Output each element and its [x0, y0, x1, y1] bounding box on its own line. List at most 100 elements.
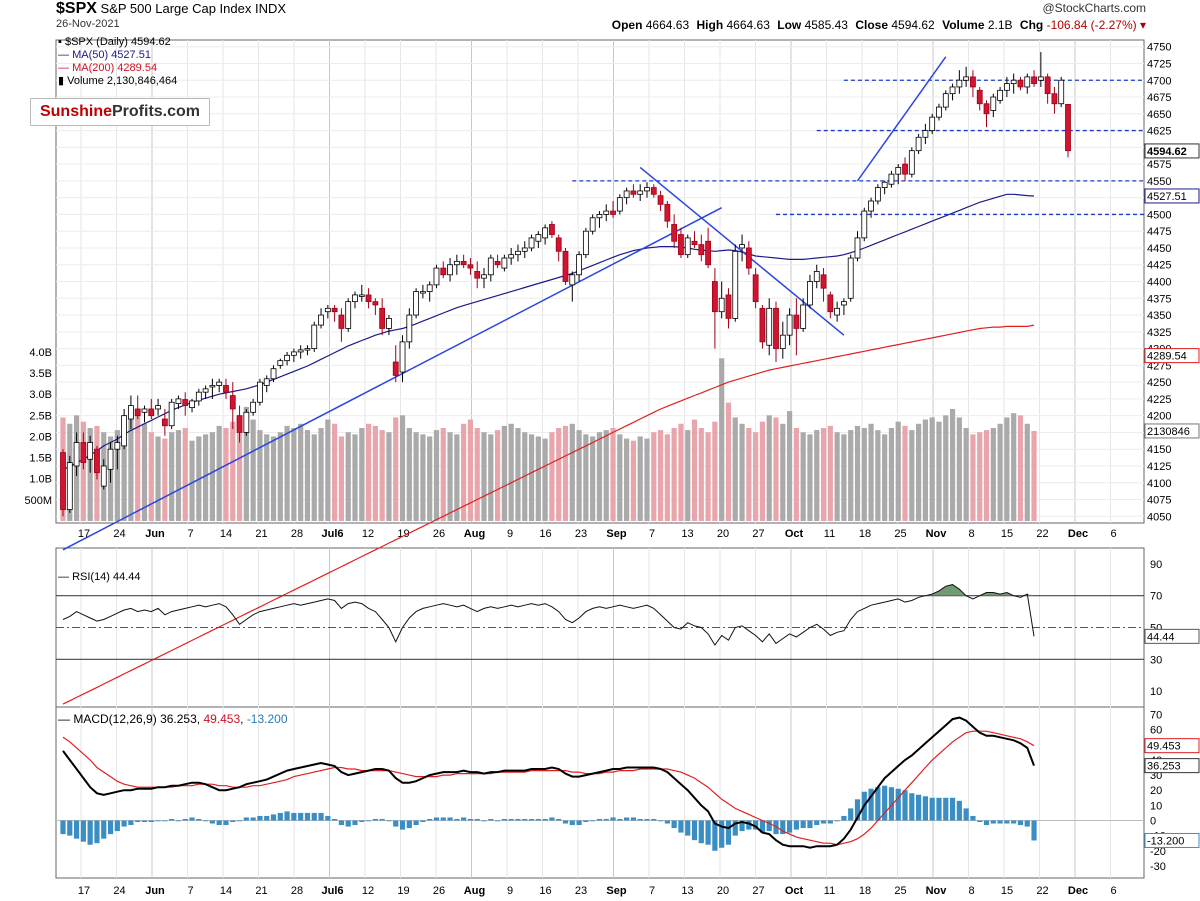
sunshine-profits-logo: SunshineProfits.com	[30, 98, 210, 126]
macd-hist-bar	[141, 820, 148, 823]
x-tick-price: 6	[1110, 528, 1116, 540]
volume-bar	[528, 434, 535, 521]
candle-body	[963, 76, 970, 81]
volume-bar	[834, 432, 840, 521]
x-tick-macd: 28	[291, 885, 303, 897]
candle	[603, 204, 610, 222]
candle	[304, 345, 311, 356]
volume-bar	[135, 411, 141, 521]
x-tick-macd: 23	[575, 885, 587, 897]
volume-bar	[494, 430, 501, 521]
candle-body	[739, 244, 745, 249]
x-tick-price: 16	[539, 528, 551, 540]
macd-hist-bar	[515, 818, 521, 821]
candle	[766, 298, 773, 356]
candle	[1024, 73, 1031, 94]
candle	[460, 254, 467, 269]
candle-body	[555, 237, 562, 252]
macd-tick-label: 0	[1150, 815, 1156, 827]
macd-hist-bar	[583, 820, 589, 823]
macd-hist-bar	[888, 787, 895, 821]
candle-body	[419, 291, 426, 294]
candle	[874, 184, 881, 205]
candle-body	[847, 257, 854, 299]
candle-body	[501, 257, 508, 269]
volume-bar	[569, 423, 575, 521]
candle	[318, 308, 324, 329]
x-tick-price: 23	[575, 528, 587, 540]
volume-bar	[311, 434, 317, 521]
volume-bar	[902, 425, 908, 521]
candle-body	[494, 260, 501, 266]
macd-hist-bar	[644, 818, 650, 821]
macd-hist-bar	[250, 817, 256, 821]
candle	[175, 395, 182, 409]
open-label: Open	[611, 18, 643, 32]
candle	[243, 408, 250, 436]
volume-bar	[617, 434, 623, 521]
macd-hist-bar	[691, 820, 698, 841]
volume-bar	[807, 434, 813, 521]
candle	[508, 247, 515, 265]
candle-body	[134, 408, 141, 417]
macd-hist-bar	[610, 817, 616, 821]
volume-bar	[868, 423, 874, 521]
macd-hist-bar	[399, 820, 406, 830]
macd-hist-bar	[359, 820, 365, 823]
price-tick-label: 4675	[1147, 92, 1171, 104]
volume-bar	[956, 417, 962, 521]
macd-tick-label: 10	[1150, 800, 1162, 812]
volume-bar	[121, 423, 127, 521]
macd-hist-bar	[929, 797, 935, 821]
macd-hist-bar	[196, 818, 202, 821]
volume-bar	[556, 428, 562, 521]
macd-line-tag: 36.253	[1147, 761, 1181, 773]
rsi-overbought-fill	[925, 584, 1034, 596]
volume-bar	[562, 425, 569, 521]
x-tick-macd: Sep	[606, 885, 626, 897]
candle	[250, 398, 257, 416]
volume-bar	[977, 432, 983, 521]
volume-bar	[596, 432, 603, 521]
volume-bar	[277, 432, 283, 521]
price-tick-label: 4650	[1147, 109, 1171, 121]
source-credit: @StockCharts.com	[1042, 1, 1146, 15]
price-tick-label: 4625	[1147, 126, 1171, 138]
macd-hist-bar	[338, 820, 345, 826]
candle	[1017, 76, 1024, 91]
candle-body	[874, 187, 881, 202]
candle	[487, 254, 494, 282]
macd-hist-bar	[223, 820, 229, 826]
volume-bar	[936, 421, 942, 521]
candle-body	[297, 349, 304, 353]
candle	[684, 234, 691, 259]
volume-bar	[264, 434, 270, 521]
candle-body	[582, 230, 589, 256]
price-tick-label: 4325	[1147, 327, 1171, 339]
candle	[406, 308, 413, 349]
macd-hist-bar	[759, 820, 766, 833]
volume-bar	[318, 428, 324, 521]
volume-bar	[148, 432, 154, 521]
volume-bar	[162, 438, 168, 521]
candle	[854, 231, 861, 262]
candle	[263, 375, 270, 393]
x-tick-macd: 8	[968, 885, 974, 897]
macd-legend-signal: 49.453	[203, 712, 241, 726]
macd-hist-bar	[909, 793, 915, 821]
volume-bar	[433, 430, 440, 521]
candle-body	[358, 294, 365, 297]
candle-body	[481, 274, 487, 279]
candle-body	[705, 240, 712, 266]
macd-hist-bar	[943, 797, 949, 821]
volume-bar	[359, 428, 365, 521]
candle	[338, 308, 345, 342]
x-tick-price: Jul6	[321, 528, 343, 540]
volume-bar	[719, 358, 725, 521]
volume-bar	[916, 423, 922, 521]
x-tick-price: 22	[1036, 528, 1048, 540]
candle	[888, 170, 895, 188]
macd-hist-bar	[936, 797, 942, 821]
candle	[936, 103, 942, 121]
candle	[963, 66, 970, 87]
